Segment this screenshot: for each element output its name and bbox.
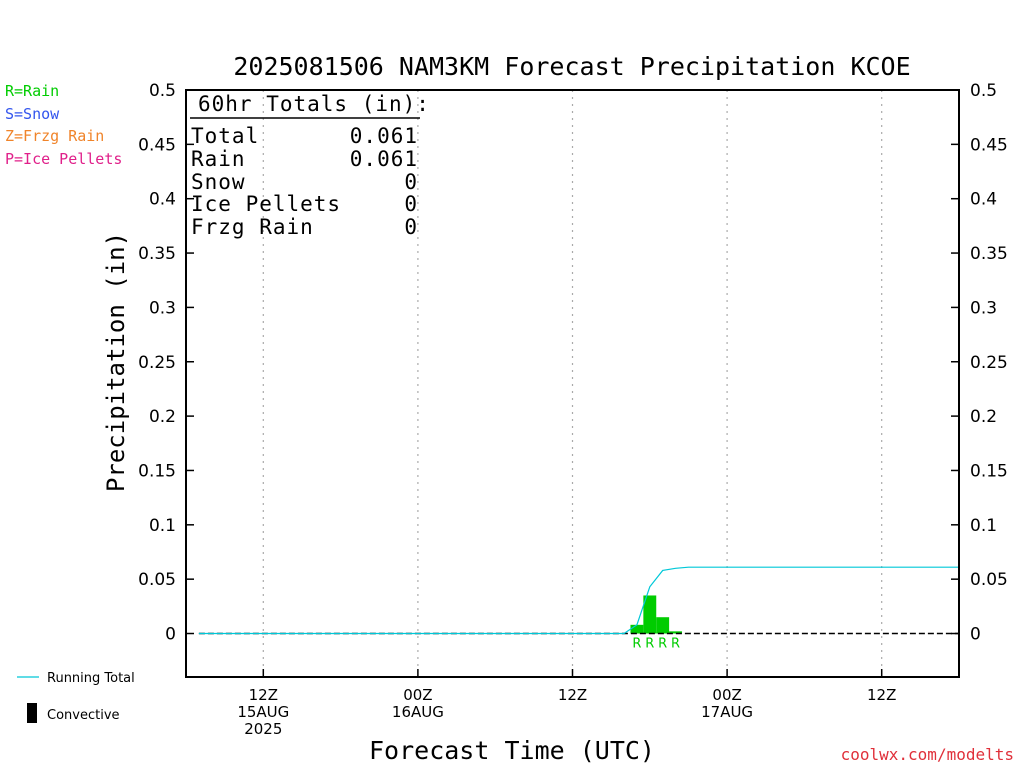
- running-total-line: [198, 566, 959, 635]
- series-legend: Running Total Convective: [17, 671, 135, 723]
- ptype-label: R: [645, 637, 654, 652]
- y-tick-label-right: 0.05: [970, 570, 1008, 590]
- y-axis-label: Precipitation (in): [102, 232, 130, 492]
- x-tick-label: 16AUG: [392, 703, 444, 721]
- totals-label-ice: Ice Pellets: [191, 192, 341, 216]
- legend-frzg-rain: Z=Frzg Rain: [5, 127, 105, 145]
- x-tick-label: 2025: [244, 720, 282, 738]
- precip-bar: [656, 617, 670, 634]
- x-tick-label: 17AUG: [701, 703, 753, 721]
- totals-value-total: 0.061: [350, 124, 418, 148]
- y-tick-label-right: 0: [970, 625, 981, 645]
- totals-box: 60hr Totals (in): Total 0.061 Rain 0.061…: [190, 92, 430, 239]
- y-ticks-right: 0 0.05 0.1 0.15 0.2 0.25 0.3 0.35 0.4 0.45 0.5: [951, 81, 1008, 645]
- y-tick-label-right: 0.35: [970, 244, 1008, 264]
- y-tick-label-left: 0.35: [138, 244, 176, 264]
- precip-bar: [643, 595, 657, 634]
- y-tick-label-left: 0.3: [149, 298, 176, 318]
- y-tick-label-left: 0.2: [149, 407, 176, 427]
- y-tick-label-left: 0.15: [138, 461, 176, 481]
- x-tick-label: 00Z: [712, 686, 741, 704]
- totals-value-ice: 0: [404, 192, 418, 216]
- x-tick-label: 12Z: [558, 686, 587, 704]
- y-tick-label-left: 0.5: [149, 81, 176, 101]
- totals-label-frzg: Frzg Rain: [191, 215, 314, 239]
- totals-value-snow: 0: [404, 170, 418, 194]
- ptype-label: R: [658, 637, 667, 652]
- legend-ice-pellets: P=Ice Pellets: [5, 149, 123, 168]
- x-axis-label: Forecast Time (UTC): [369, 736, 655, 765]
- credit-link[interactable]: coolwx.com/modelts: [840, 745, 1014, 764]
- y-tick-label-right: 0.25: [970, 353, 1008, 373]
- x-tick-label: 00Z: [403, 686, 432, 704]
- x-tick-label: 12Z: [249, 686, 278, 704]
- totals-header: 60hr Totals (in):: [198, 92, 430, 116]
- y-tick-label-left: 0.05: [138, 570, 176, 590]
- y-tick-label-left: 0.25: [138, 353, 176, 373]
- y-tick-label-left: 0: [165, 625, 176, 645]
- totals-label-rain: Rain: [191, 147, 246, 171]
- ptype-label: R: [671, 637, 680, 652]
- y-tick-label-right: 0.15: [970, 461, 1008, 481]
- x-tick-label: 15AUG: [237, 703, 289, 721]
- y-tick-label-right: 0.2: [970, 407, 997, 427]
- precip-bars: [630, 595, 683, 634]
- totals-value-frzg: 0: [404, 215, 418, 239]
- running-total-label: Running Total: [47, 671, 135, 686]
- precip-bar: [630, 624, 644, 634]
- y-tick-label-right: 0.45: [970, 135, 1008, 155]
- x-tick-label: 12Z: [867, 686, 896, 704]
- y-tick-label-left: 0.45: [138, 135, 176, 155]
- y-tick-label-right: 0.5: [970, 81, 997, 101]
- totals-label-snow: Snow: [191, 170, 246, 194]
- y-ticks-left: 0 0.05 0.1 0.15 0.2 0.25 0.3 0.35 0.4 0.45 0.5: [138, 81, 194, 645]
- y-tick-label-left: 0.4: [149, 190, 176, 210]
- convective-swatch: [27, 703, 37, 723]
- precip-bar: [669, 631, 683, 634]
- totals-value-rain: 0.061: [350, 147, 418, 171]
- y-tick-label-right: 0.4: [970, 190, 997, 210]
- legend-snow: S=Snow: [5, 104, 60, 123]
- y-tick-label-right: 0.1: [970, 516, 997, 536]
- legend-rain: R=Rain: [5, 82, 60, 100]
- precip-type-legend: R=Rain S=Snow Z=Frzg Rain P=Ice Pellets: [5, 80, 122, 170]
- x-gridlines: [262, 90, 883, 677]
- ptype-label: R: [632, 637, 641, 652]
- y-tick-label-left: 0.1: [149, 516, 176, 536]
- convective-label: Convective: [47, 708, 120, 723]
- y-tick-label-right: 0.3: [970, 298, 997, 318]
- chart-title: 2025081506 NAM3KM Forecast Precipitation…: [233, 52, 910, 81]
- totals-label-total: Total: [191, 124, 259, 148]
